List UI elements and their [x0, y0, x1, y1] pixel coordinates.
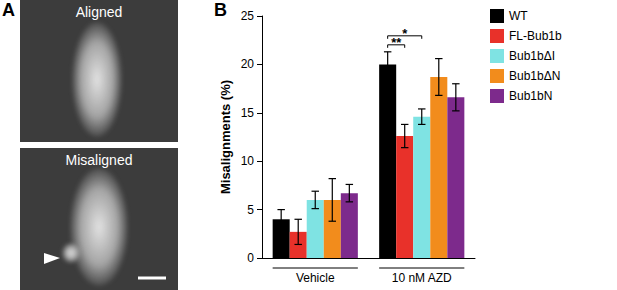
html-text:Aligned: Aligned [75, 4, 123, 20]
svg-text:**: ** [391, 35, 402, 50]
svg-text:25: 25 [241, 9, 255, 23]
svg-text:WT: WT [509, 9, 528, 23]
svg-text:15: 15 [241, 106, 255, 120]
svg-text:Bub1bN: Bub1bN [509, 89, 552, 103]
svg-text:10 nM AZD: 10 nM AZD [392, 271, 452, 285]
svg-text:Misalignments (%): Misalignments (%) [218, 80, 233, 194]
svg-text:10: 10 [241, 154, 255, 168]
svg-text:Vehicle: Vehicle [296, 271, 335, 285]
html-text:Misaligned: Misaligned [65, 152, 133, 168]
svg-text:FL-Bub1b: FL-Bub1b [509, 29, 562, 43]
svg-text:0: 0 [247, 251, 254, 265]
html-text:A: A [2, 0, 15, 20]
svg-text:20: 20 [241, 57, 255, 71]
html-text:B: B [214, 0, 227, 20]
svg-text:5: 5 [247, 203, 254, 217]
svg-text:Bub1bΔN: Bub1bΔN [509, 69, 560, 83]
svg-text:Bub1bΔI: Bub1bΔI [509, 49, 555, 63]
svg-text:*: * [402, 26, 408, 41]
